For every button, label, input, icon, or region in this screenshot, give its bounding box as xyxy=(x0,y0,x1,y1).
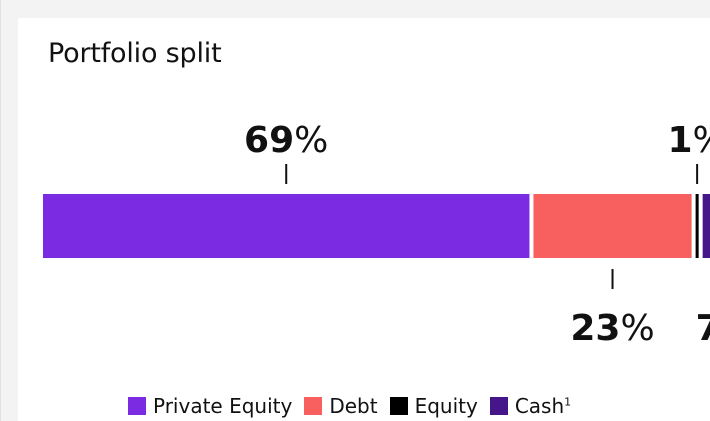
bar-segment-private-equity xyxy=(43,194,530,258)
chart-card: Portfolio split 69%23%1%7% Private Equit… xyxy=(18,18,710,421)
legend-swatch-cash xyxy=(489,397,508,415)
data-label-value: 23 xyxy=(570,308,620,349)
data-label-value: 69 xyxy=(244,120,294,161)
legend-item-equity: Equity xyxy=(389,394,478,418)
bar-segment-debt xyxy=(533,194,692,258)
legend-label-equity: Equity xyxy=(414,394,478,418)
legend-label-private-equity: Private Equity xyxy=(153,394,293,418)
left-divider xyxy=(0,0,1,421)
legend-swatch-equity xyxy=(389,397,408,415)
data-label-value: 7 xyxy=(696,308,710,349)
legend-label-debt: Debt xyxy=(329,394,378,418)
bar-segment-equity xyxy=(695,194,699,258)
data-label-value: 1 xyxy=(667,120,692,161)
data-label-unit: % xyxy=(693,120,710,161)
data-label-debt: 23% xyxy=(570,308,654,349)
data-label-unit: % xyxy=(294,120,328,161)
data-label-unit: % xyxy=(620,308,654,349)
chart-legend: Private Equity Debt Equity Cash1 xyxy=(128,394,571,418)
data-label-cash: 7% xyxy=(696,308,710,349)
legend-item-private-equity: Private Equity xyxy=(128,394,292,418)
legend-item-debt: Debt xyxy=(304,394,378,418)
stacked-bar-chart: 69%23%1%7% xyxy=(43,120,710,349)
legend-label-cash: Cash1 xyxy=(514,394,572,418)
legend-item-cash: Cash1 xyxy=(489,394,572,418)
data-label-equity: 1% xyxy=(667,120,710,161)
legend-footnote-marker: 1 xyxy=(564,395,572,409)
legend-swatch-private-equity xyxy=(128,397,146,415)
legend-swatch-debt xyxy=(304,397,323,415)
data-label-private-equity: 69% xyxy=(244,120,328,161)
chart-title: Portfolio split xyxy=(48,38,222,69)
bar-segment-cash xyxy=(702,194,710,258)
